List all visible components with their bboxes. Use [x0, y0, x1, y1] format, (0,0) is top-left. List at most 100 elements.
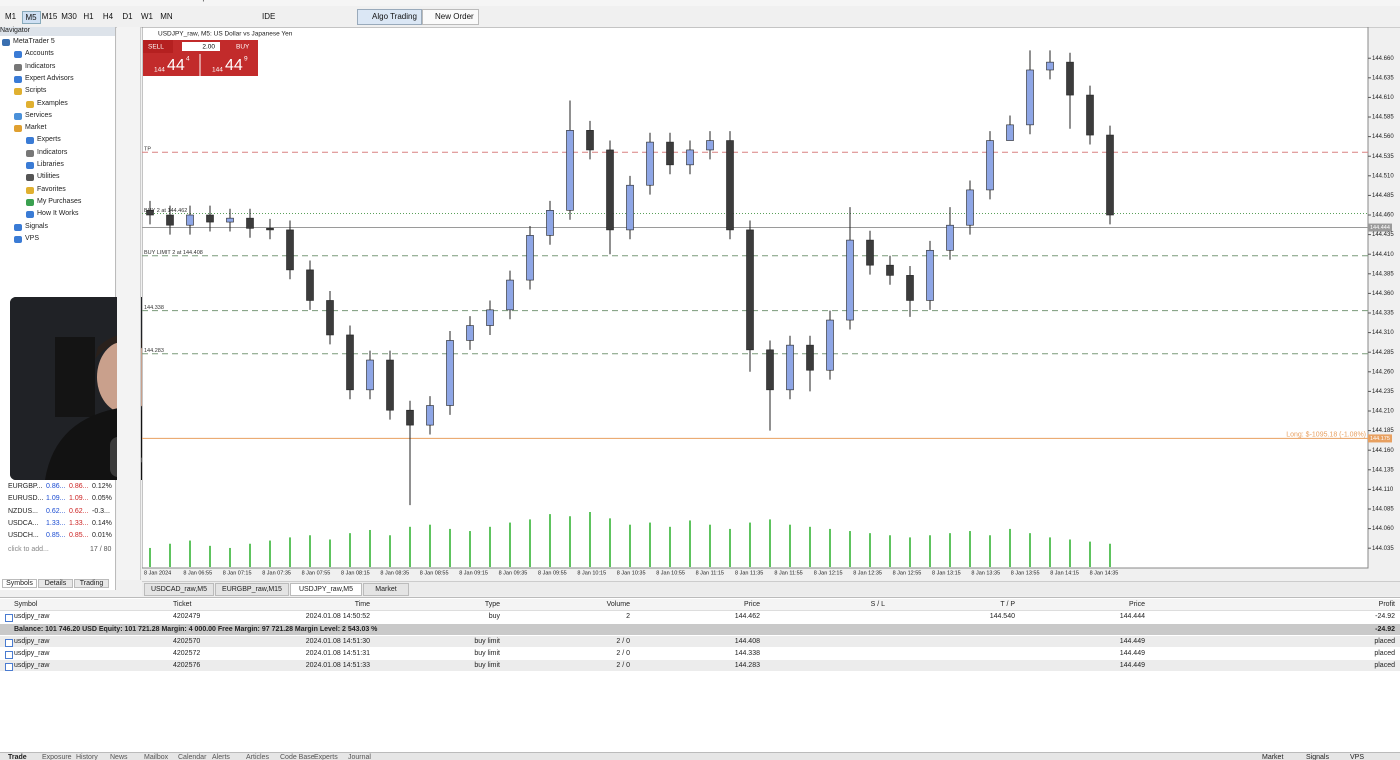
navigator-item[interactable]: My Purchases — [37, 197, 82, 205]
timeframe-button[interactable]: M15 — [41, 12, 58, 21]
bottom-tab[interactable]: Calendar — [178, 754, 207, 760]
table-cell: 144.449 — [1119, 650, 1145, 657]
navigator-item[interactable]: Expert Advisors — [25, 74, 74, 82]
navigator-icon — [26, 137, 34, 145]
chart-tab[interactable]: USDCAD_raw,M5 — [144, 583, 214, 596]
market-watch-cell[interactable]: 1.09... — [46, 495, 66, 503]
navigator-item[interactable]: Market — [25, 124, 47, 132]
timeframe-button[interactable]: M1 — [4, 12, 17, 21]
timeframe-button[interactable]: H4 — [102, 12, 114, 21]
bottom-tab[interactable]: Code Base — [280, 754, 315, 760]
market-watch-cell[interactable]: 1.33... — [46, 519, 66, 527]
bottom-tab[interactable]: Experts — [314, 754, 338, 760]
chart-tab[interactable]: Market — [363, 583, 409, 596]
menu-item[interactable]: Charts — [102, 0, 123, 2]
bottom-tab[interactable]: History — [76, 754, 98, 760]
bottom-tab[interactable]: News — [110, 754, 128, 760]
algo-trading-button[interactable]: Algo Trading — [357, 9, 422, 25]
market-watch-cell[interactable]: 0.62... — [69, 507, 89, 515]
table-cell: 2 — [626, 613, 630, 620]
y-tick-label: 144.185 — [1372, 428, 1394, 434]
timeframe-button[interactable]: M30 — [61, 12, 77, 21]
status-item[interactable]: Signals — [1306, 754, 1329, 760]
market-watch-cell[interactable]: 0.05% — [92, 495, 112, 503]
timeframe-button[interactable]: D1 — [122, 12, 133, 21]
navigator-icon — [2, 39, 10, 46]
toolbar: IDE Algo Trading New Order M1 M5 M15 M30 H1 H… — [0, 6, 1400, 28]
market-watch-tab[interactable]: Trading — [74, 579, 109, 588]
navigator-item[interactable]: VPS — [25, 234, 40, 242]
chart-tab[interactable]: USDJPY_raw,M5 — [290, 583, 362, 596]
menu-item[interactable]: Insert — [72, 0, 90, 2]
menu-item[interactable]: View — [42, 0, 57, 2]
status-item[interactable]: Market — [1262, 754, 1284, 760]
navigator-item[interactable]: Signals — [25, 222, 48, 230]
market-watch-cell[interactable]: 0.85... — [69, 532, 89, 540]
table-cell: placed — [1374, 650, 1395, 657]
candle-body — [946, 224, 954, 251]
market-watch-cell[interactable]: 0.12% — [92, 483, 112, 490]
market-watch-cell[interactable]: 0.62... — [46, 507, 66, 515]
order-level-label: BUY 2 at 144.462 — [144, 208, 187, 214]
candle-body — [526, 235, 534, 281]
y-tick-label: 144.335 — [1372, 311, 1394, 317]
chart-tab[interactable]: EURGBP_raw,M15 — [215, 583, 289, 596]
market-watch-cell[interactable]: 1.09... — [69, 495, 89, 503]
candle-body — [866, 239, 874, 266]
timeframe-button[interactable]: W1 — [141, 12, 153, 21]
menu-item[interactable]: Help — [192, 0, 206, 2]
bottom-tab[interactable]: Mailbox — [144, 754, 169, 760]
market-watch-cell[interactable]: 0.86... — [46, 483, 66, 490]
bottom-tab[interactable]: Alerts — [212, 754, 230, 760]
market-watch-tab[interactable]: Symbols — [2, 579, 37, 588]
navigator-item[interactable]: Utilities — [37, 173, 60, 181]
timeframe-button[interactable]: MN — [160, 12, 173, 21]
bottom-tab[interactable]: Articles — [246, 754, 269, 760]
menu-item[interactable]: Window — [162, 0, 187, 2]
candle-body — [1106, 134, 1114, 216]
market-watch-cell[interactable]: 0.01% — [92, 532, 112, 540]
market-watch-cell[interactable]: USDCH... — [8, 532, 39, 540]
navigator-item[interactable]: Libraries — [37, 161, 64, 168]
navigator-item[interactable]: Indicators — [37, 148, 68, 156]
navigator-item[interactable]: Accounts — [25, 50, 54, 58]
navigator-item[interactable]: How It Works — [37, 210, 79, 218]
market-watch-cell[interactable]: USDCA... — [8, 519, 39, 527]
x-tick-label: 8 Jan 12:15 — [814, 570, 843, 576]
menu-item[interactable]: File — [12, 0, 23, 2]
y-tick-label: 144.535 — [1372, 154, 1394, 160]
navigator-item[interactable]: MetaTrader 5 — [13, 38, 55, 45]
add-symbol[interactable]: click to add... — [8, 546, 49, 553]
timeframe-button[interactable]: M5 — [21, 11, 41, 24]
bottom-tab[interactable]: Exposure — [42, 754, 72, 760]
candle-body — [306, 269, 314, 301]
ide-button[interactable]: IDE — [262, 12, 276, 21]
market-watch-cell[interactable]: EURUSD... — [8, 495, 44, 503]
volume-bar — [989, 535, 991, 567]
navigator-item[interactable]: Examples — [37, 99, 68, 107]
market-watch-tab[interactable]: Details — [38, 579, 73, 588]
chart-tabs: USDCAD_raw,M5 EURGBP_raw,M15 USDJPY_raw,M5… — [142, 581, 1400, 596]
order-level-label: BUY LIMIT 2 at 144.408 — [144, 250, 203, 256]
market-watch-cell[interactable]: 0.14% — [92, 519, 112, 527]
navigator-item[interactable]: Experts — [37, 136, 61, 144]
bottom-tab[interactable]: Trade — [8, 754, 27, 760]
status-item[interactable]: VPS — [1350, 754, 1365, 760]
market-watch-cell[interactable]: -0.3... — [92, 507, 110, 515]
market-watch-cell[interactable]: 1.33... — [69, 519, 89, 527]
market-watch-cell[interactable]: 0.86... — [69, 483, 89, 490]
market-watch-cell[interactable]: EURGBP... — [8, 483, 43, 490]
row-icon — [5, 663, 13, 671]
navigator-item[interactable]: Scripts — [25, 87, 47, 95]
y-tick-label: 144.435 — [1372, 232, 1394, 238]
navigator-item[interactable]: Indicators — [25, 62, 56, 70]
menu-item[interactable]: Tools — [132, 0, 148, 2]
bottom-tab[interactable]: Journal — [348, 754, 371, 760]
new-order-button[interactable]: New Order — [422, 9, 479, 25]
navigator-item[interactable]: Services — [25, 111, 52, 119]
market-watch-cell[interactable]: NZDUS... — [8, 507, 38, 515]
navigator-item[interactable]: Favorites — [37, 185, 66, 193]
timeframe-button[interactable]: H1 — [83, 12, 94, 21]
table-cell: 2024.01.08 14:50:52 — [305, 613, 370, 620]
market-watch-cell[interactable]: 0.85... — [46, 532, 66, 540]
